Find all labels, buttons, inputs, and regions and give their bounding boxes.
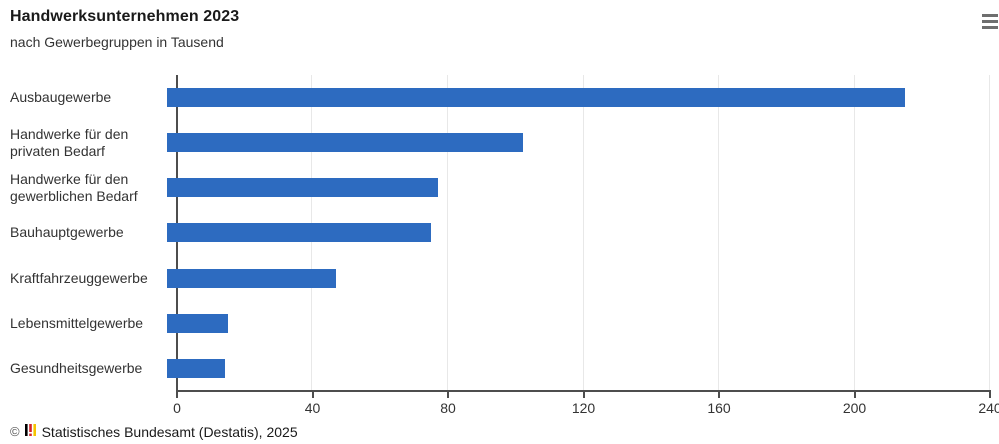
bar[interactable] [167, 358, 225, 378]
copyright-symbol: © [10, 424, 20, 439]
hamburger-line [982, 14, 998, 17]
x-axis-tick-label: 240 [978, 400, 999, 416]
bar-track [167, 358, 980, 378]
hamburger-line [982, 20, 998, 23]
bar-track [167, 88, 980, 108]
x-axis-tick [853, 392, 856, 398]
chart-row: Handwerke für den gewerblichen Bedarf [0, 165, 999, 210]
x-axis-tick-label: 200 [842, 400, 867, 416]
bar[interactable] [167, 133, 523, 153]
x-axis-tick-label: 40 [304, 400, 321, 416]
chart-rows: Ausbaugewerbe Handwerke für den privaten … [0, 75, 999, 391]
x-axis-tick [311, 392, 314, 398]
source-footer: © Statistisches Bundesamt (Destatis), 20… [10, 423, 298, 440]
x-axis-tick [582, 392, 585, 398]
chart-row: Ausbaugewerbe [0, 75, 999, 120]
hamburger-menu-icon[interactable] [982, 13, 999, 30]
bar[interactable] [167, 178, 438, 198]
chart-row: Kraftfahrzeuggewerbe [0, 256, 999, 301]
x-axis-line [176, 390, 991, 392]
category-label: Ausbaugewerbe [10, 89, 112, 106]
chart-subtitle: nach Gewerbegruppen in Tausend [10, 34, 224, 50]
bar-track [167, 223, 980, 243]
category-label: Handwerke für den gewerblichen Bedarf [10, 170, 138, 204]
chart-row: Gesundheitsgewerbe [0, 346, 999, 391]
bar-track [167, 313, 980, 333]
x-axis-tick [176, 392, 178, 398]
bar[interactable] [167, 268, 337, 288]
chart-row: Bauhauptgewerbe [0, 210, 999, 255]
bar[interactable] [167, 313, 228, 333]
gridline [853, 75, 855, 391]
x-axis-tick [989, 392, 991, 398]
source-text: Statistisches Bundesamt (Destatis), 2025 [41, 423, 298, 440]
x-axis-tick-label: 80 [440, 400, 456, 416]
gridline [989, 75, 990, 391]
x-axis-tick-label: 120 [571, 400, 596, 416]
chart-row: Lebensmittelgewerbe [0, 301, 999, 346]
gridline [446, 75, 448, 391]
bar[interactable] [167, 88, 906, 108]
category-label: Bauhauptgewerbe [10, 224, 124, 241]
bar[interactable] [167, 223, 432, 243]
x-axis-tick [718, 392, 720, 398]
bar-track [167, 133, 980, 153]
bar-track [167, 268, 980, 288]
category-label: Gesundheitsgewerbe [10, 359, 143, 376]
category-label: Lebensmittelgewerbe [10, 314, 144, 331]
destatis-logo-icon [24, 423, 37, 440]
category-label: Handwerke für den privaten Bedarf [10, 125, 129, 159]
gridline [717, 75, 719, 391]
category-label: Kraftfahrzeuggewerbe [10, 269, 148, 286]
chart-row: Handwerke für den privaten Bedarf [0, 120, 999, 165]
x-axis-tick [447, 392, 449, 398]
gridline [582, 75, 584, 391]
chart-title: Handwerksunternehmen 2023 [10, 8, 240, 25]
x-axis-tick-label: 160 [707, 400, 731, 416]
bar-chart: Ausbaugewerbe Handwerke für den privaten … [0, 75, 999, 420]
x-axis-tick-label: 0 [173, 400, 181, 416]
bar-track [167, 178, 980, 198]
hamburger-line [982, 26, 998, 29]
